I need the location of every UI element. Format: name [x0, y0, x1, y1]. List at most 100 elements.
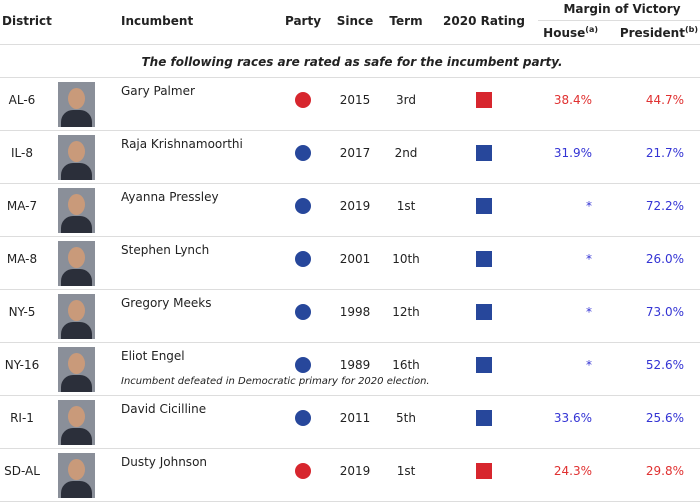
header-president: President(b): [620, 25, 698, 40]
house-margin: 24.3%: [553, 464, 592, 478]
row-rule: [0, 183, 700, 184]
since: 2011: [339, 411, 371, 425]
house-margin: *: [586, 199, 592, 213]
party-marker: [295, 463, 311, 479]
president-margin: 44.7%: [645, 93, 684, 107]
rating-marker: [476, 410, 492, 426]
photo-head: [68, 247, 85, 268]
district: IL-8: [11, 146, 33, 160]
photo-body: [61, 110, 92, 127]
district: RI-1: [10, 411, 34, 425]
row-rule: [0, 448, 700, 449]
rating-marker: [476, 92, 492, 108]
header-party: Party: [284, 14, 322, 28]
district: NY-16: [4, 358, 40, 372]
photo-head: [68, 141, 85, 162]
photo: [58, 82, 95, 127]
photo-head: [68, 88, 85, 109]
header-rule: [538, 20, 700, 21]
incumbent: Eliot Engel: [121, 349, 185, 363]
since: 2001: [339, 252, 371, 266]
header-president-text: President: [619, 26, 685, 40]
photo-head: [68, 300, 85, 321]
house-margin: 33.6%: [553, 411, 592, 425]
photo-body: [61, 216, 92, 233]
header-house: House(a): [543, 25, 598, 40]
since: 2015: [339, 93, 371, 107]
row-rule: [0, 342, 700, 343]
header-house-note: (a): [585, 25, 598, 34]
subheader: The following races are rated as safe fo…: [141, 55, 563, 69]
photo-head: [68, 353, 85, 374]
rating-marker: [476, 251, 492, 267]
party-marker: [295, 251, 311, 267]
photo-body: [61, 428, 92, 445]
term: 5th: [396, 411, 416, 425]
president-margin: 73.0%: [645, 305, 684, 319]
row-rule: [0, 77, 700, 78]
row-rule: [0, 130, 700, 131]
incumbent: Gary Palmer: [121, 84, 195, 98]
president-margin: 25.6%: [645, 411, 684, 425]
since: 1989: [339, 358, 371, 372]
incumbent: Ayanna Pressley: [121, 190, 219, 204]
row-rule: [0, 395, 700, 396]
party-marker: [295, 304, 311, 320]
house-margin: 38.4%: [553, 93, 592, 107]
photo-head: [68, 194, 85, 215]
term: 1st: [396, 199, 416, 213]
term: 1st: [396, 464, 416, 478]
header-district: District: [2, 14, 52, 28]
house-margin: 31.9%: [553, 146, 592, 160]
incumbent: Dusty Johnson: [121, 455, 208, 469]
house-margin: *: [586, 305, 592, 319]
photo: [58, 188, 95, 233]
house-margin: *: [586, 358, 592, 372]
district: MA-8: [6, 252, 38, 266]
district: NY-5: [8, 305, 36, 319]
photo: [58, 135, 95, 180]
since: 2019: [339, 199, 371, 213]
header-term: Term: [389, 14, 423, 28]
president-margin: 72.2%: [645, 199, 684, 213]
photo-body: [61, 163, 92, 180]
term: 2nd: [394, 146, 418, 160]
party-marker: [295, 198, 311, 214]
incumbent: David Cicilline: [121, 402, 207, 416]
row-rule: [0, 236, 700, 237]
term: 10th: [392, 252, 420, 266]
president-margin: 21.7%: [645, 146, 684, 160]
president-margin: 29.8%: [645, 464, 684, 478]
photo-body: [61, 481, 92, 498]
photo-body: [61, 322, 92, 339]
header-house-text: House: [543, 26, 586, 40]
term: 16th: [392, 358, 420, 372]
photo: [58, 453, 95, 498]
term: 12th: [392, 305, 420, 319]
rating-marker: [476, 304, 492, 320]
party-marker: [295, 92, 311, 108]
district: MA-7: [6, 199, 38, 213]
photo: [58, 400, 95, 445]
header-rating: 2020 Rating: [443, 14, 525, 28]
header-margin: Margin of Victory: [563, 2, 681, 16]
photo-body: [61, 269, 92, 286]
party-marker: [295, 357, 311, 373]
row-rule: [0, 289, 700, 290]
party-marker: [295, 145, 311, 161]
since: 2019: [339, 464, 371, 478]
header-president-note: (b): [684, 25, 698, 34]
rating-marker: [476, 145, 492, 161]
note: Incumbent defeated in Democratic primary…: [121, 376, 430, 387]
header-incumbent: Incumbent: [121, 14, 194, 28]
district: SD-AL: [4, 464, 40, 478]
party-marker: [295, 410, 311, 426]
header-since: Since: [336, 14, 374, 28]
incumbent: Gregory Meeks: [121, 296, 212, 310]
incumbent: Stephen Lynch: [121, 243, 210, 257]
photo-body: [61, 375, 92, 392]
photo: [58, 347, 95, 392]
photo-head: [68, 459, 85, 480]
photo: [58, 294, 95, 339]
